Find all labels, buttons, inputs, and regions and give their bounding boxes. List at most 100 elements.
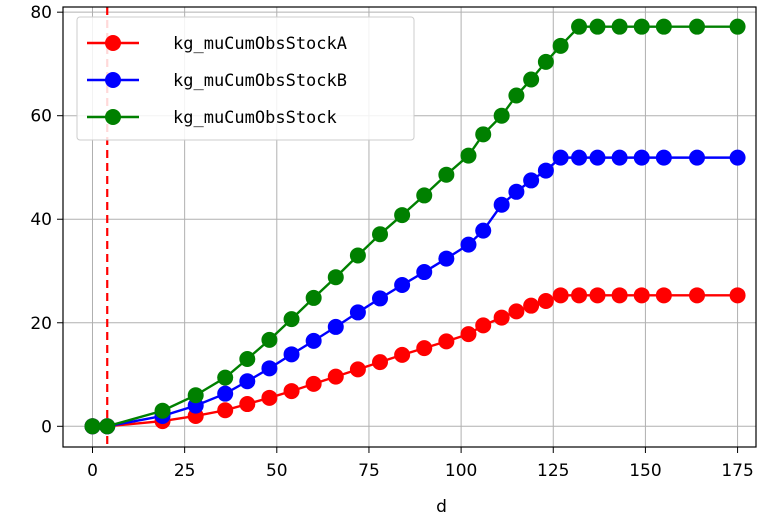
data-point xyxy=(571,18,588,35)
data-point xyxy=(394,276,411,293)
data-point xyxy=(633,149,650,166)
data-point xyxy=(611,287,628,304)
data-point xyxy=(552,149,569,166)
legend: kg_muCumObsStockA kg_muCumObsStockB kg_muC… xyxy=(76,16,415,141)
ticks: 0 25 50 75 100 125 150 175 0 20 40 60 80 xyxy=(30,3,753,481)
data-point xyxy=(689,149,706,166)
data-point xyxy=(460,326,477,343)
legend-marker xyxy=(105,35,121,51)
data-point xyxy=(655,149,672,166)
data-point xyxy=(589,149,606,166)
data-point xyxy=(305,332,322,349)
data-point xyxy=(239,373,256,390)
legend-label: kg_muCumObsStockA xyxy=(173,34,347,54)
data-point xyxy=(327,269,344,286)
x-tick-label: 100 xyxy=(445,461,477,481)
data-point xyxy=(689,18,706,35)
data-point xyxy=(475,222,492,239)
data-point xyxy=(261,389,278,406)
x-tick-label: 50 xyxy=(266,461,288,481)
data-point xyxy=(394,207,411,224)
y-tick-label: 40 xyxy=(30,210,52,230)
data-point xyxy=(460,147,477,164)
data-point xyxy=(729,18,746,35)
series-1 xyxy=(84,149,746,435)
data-point xyxy=(217,369,234,386)
data-point xyxy=(475,317,492,334)
data-point xyxy=(394,346,411,363)
legend-entry: kg_muCumObsStockA xyxy=(87,34,347,54)
data-point xyxy=(589,18,606,35)
data-point xyxy=(589,287,606,304)
data-point xyxy=(372,290,389,307)
data-point xyxy=(552,287,569,304)
data-point xyxy=(438,250,455,267)
data-point xyxy=(217,385,234,402)
y-tick-label: 60 xyxy=(30,107,52,127)
data-point xyxy=(372,354,389,371)
x-tick-label: 75 xyxy=(358,461,380,481)
data-point xyxy=(460,236,477,253)
data-point xyxy=(508,303,525,320)
data-point xyxy=(493,107,510,124)
legend-label: kg_muCumObsStockB xyxy=(173,71,347,91)
data-point xyxy=(523,172,540,189)
data-point xyxy=(283,383,300,400)
legend-marker xyxy=(105,109,121,125)
data-point xyxy=(633,287,650,304)
data-point xyxy=(611,18,628,35)
legend-marker xyxy=(105,72,121,88)
data-point xyxy=(655,287,672,304)
data-point xyxy=(438,333,455,350)
data-point xyxy=(349,361,366,378)
data-point xyxy=(552,37,569,54)
x-tick-label: 175 xyxy=(721,461,753,481)
data-point xyxy=(508,87,525,104)
data-point xyxy=(438,166,455,183)
data-point xyxy=(689,287,706,304)
data-point xyxy=(416,187,433,204)
data-point xyxy=(493,196,510,213)
series-layer xyxy=(84,18,746,435)
data-point xyxy=(327,318,344,335)
x-tick-label: 25 xyxy=(174,461,196,481)
data-point xyxy=(537,162,554,179)
y-tick-label: 20 xyxy=(30,314,52,334)
data-point xyxy=(372,226,389,243)
data-point xyxy=(523,71,540,88)
x-tick-label: 125 xyxy=(537,461,569,481)
data-point xyxy=(84,418,101,435)
data-point xyxy=(537,293,554,310)
data-point xyxy=(729,287,746,304)
x-tick-label: 0 xyxy=(87,461,98,481)
data-point xyxy=(261,360,278,377)
data-point xyxy=(416,340,433,357)
x-axis-label: d xyxy=(436,497,447,517)
y-tick-label: 0 xyxy=(41,417,52,437)
series-2 xyxy=(84,18,746,435)
legend-label: kg_muCumObsStock xyxy=(173,108,337,128)
data-point xyxy=(633,18,650,35)
data-point xyxy=(305,375,322,392)
data-point xyxy=(239,396,256,413)
data-point xyxy=(349,304,366,321)
legend-entry: kg_muCumObsStock xyxy=(87,108,337,128)
data-point xyxy=(283,311,300,328)
y-tick-label: 80 xyxy=(30,3,52,23)
data-point xyxy=(611,149,628,166)
data-point xyxy=(327,368,344,385)
x-tick-label: 150 xyxy=(629,461,661,481)
data-point xyxy=(99,418,116,435)
data-point xyxy=(416,264,433,281)
series-0 xyxy=(84,287,746,435)
data-point xyxy=(349,247,366,264)
data-point xyxy=(655,18,672,35)
data-point xyxy=(187,387,204,404)
data-point xyxy=(261,331,278,348)
data-point xyxy=(154,402,171,419)
data-point xyxy=(475,126,492,143)
data-point xyxy=(239,351,256,367)
axes-frame xyxy=(62,6,757,448)
data-point xyxy=(571,149,588,166)
